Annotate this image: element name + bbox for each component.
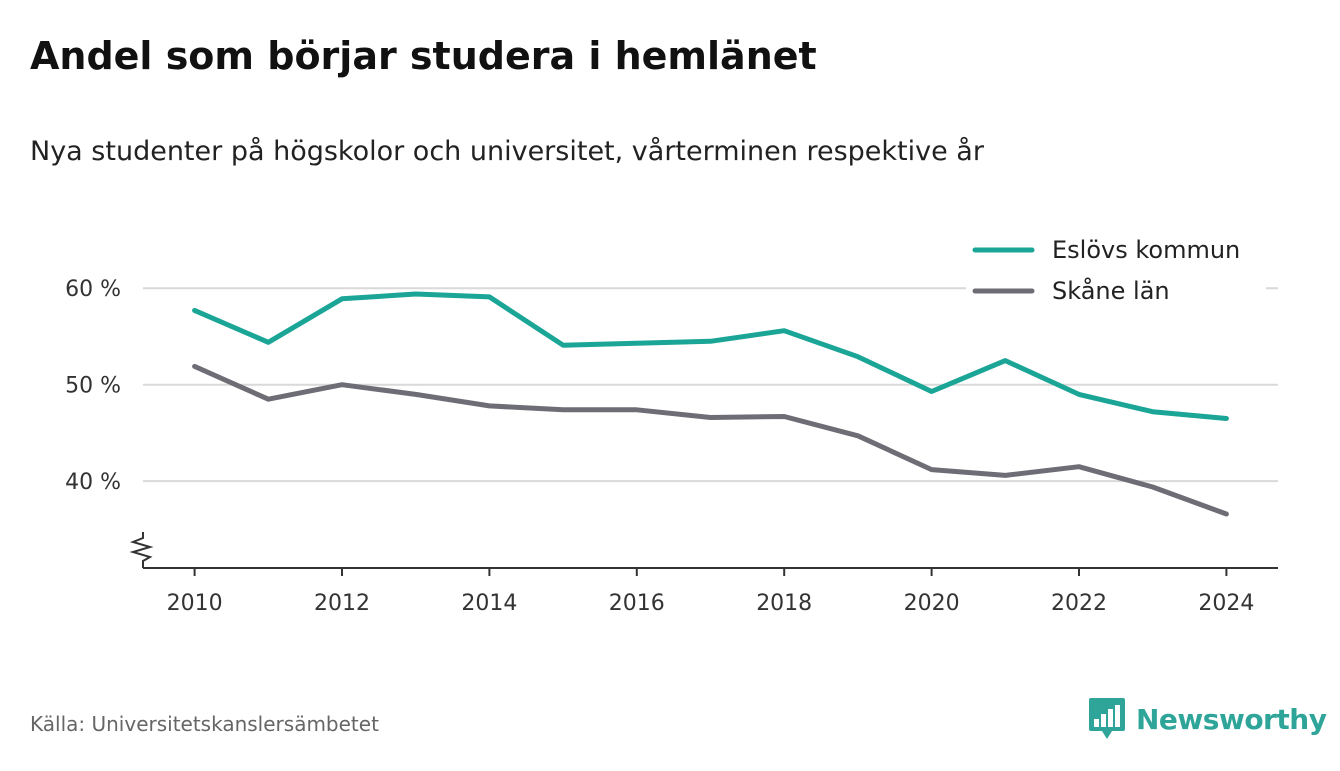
line-chart: 40 % 50 % 60 % 2010 2012 2014 2016 2018 2020 2022…: [65, 230, 1278, 616]
axes: 40 % 50 % 60 % 2010 2012 2014 2016 2018 2020 2022…: [65, 277, 1278, 616]
brand-logo: Newsworthy: [1088, 697, 1327, 741]
x-tick-label: 2012: [314, 591, 370, 616]
x-tick-label: 2010: [167, 591, 223, 616]
series-lines: [192, 291, 1229, 517]
legend-label: Skåne län: [1052, 276, 1170, 305]
legend-item: Eslövs kommun: [966, 230, 1266, 270]
brand-name: Newsworthy: [1136, 702, 1327, 736]
series-line-eslovs-kommun: [192, 291, 1229, 421]
bar-chart-speech-bubble-icon: [1089, 698, 1125, 739]
x-tick-label: 2016: [609, 591, 665, 616]
series-line-skane-lan: [192, 363, 1229, 517]
chart-subtitle: Nya studenter på högskolor och universit…: [30, 136, 984, 167]
source-text: Källa: Universitetskanslersämbetet: [30, 712, 379, 736]
legend: Eslövs kommun Skåne län: [966, 230, 1266, 311]
x-tick-label: 2022: [1051, 591, 1107, 616]
y-axis-break: [129, 532, 154, 568]
legend-label: Eslövs kommun: [1052, 236, 1240, 264]
y-tick-label: 40 %: [65, 470, 121, 495]
chart-title: Andel som börjar studera i hemlänet: [30, 34, 817, 78]
legend-item: Skåne län: [966, 271, 1266, 311]
x-tick-label: 2024: [1198, 591, 1254, 616]
x-tick-label: 2014: [461, 591, 517, 616]
y-tick-label: 50 %: [65, 374, 121, 399]
x-tick-label: 2018: [756, 591, 812, 616]
x-tick-label: 2020: [904, 591, 960, 616]
y-tick-label: 60 %: [65, 277, 121, 302]
